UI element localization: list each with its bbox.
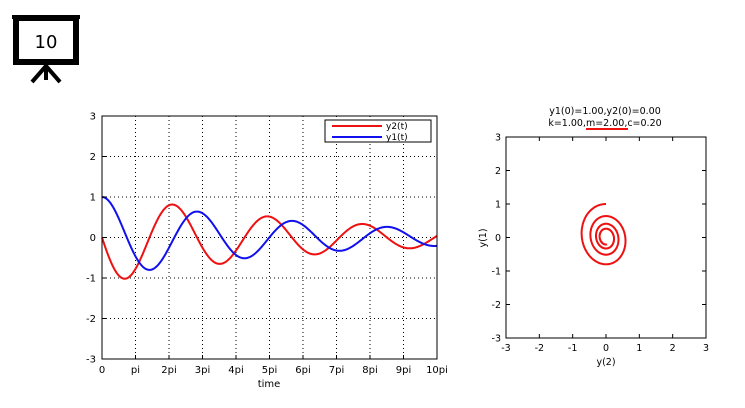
y-tick-label: -3 [492, 334, 501, 345]
x-tick-label: 5pi [262, 365, 278, 376]
legend: y2(t) y1(t) [324, 119, 432, 143]
series-lines [101, 196, 438, 280]
y-tick-labels: -3 -2 -1 0 1 2 3 [86, 112, 96, 366]
x-tick-label: 3pi [195, 365, 211, 376]
slide-number: 10 [35, 32, 58, 53]
y-axis-label: y(1) [478, 228, 489, 247]
x-tick-label: 1 [636, 343, 642, 354]
y-tick-label: -2 [492, 300, 501, 311]
x-tick-label: 4pi [228, 365, 244, 376]
series-line-y2 [101, 203, 438, 280]
x-tick-label: 0 [99, 365, 105, 376]
chart-title-line2: k=1.00,m=2.00,c=0.20 [548, 118, 661, 129]
x-tick-label: 0 [603, 343, 609, 354]
y-tick-label: 2 [495, 166, 501, 177]
legend-label-y1: y1(t) [386, 133, 408, 143]
x-axis-label: y(2) [596, 357, 615, 368]
y-tick-label: -3 [86, 355, 96, 366]
x-tick-label: 8pi [362, 365, 378, 376]
x-tick-label: 2 [670, 343, 676, 354]
phase-trajectory [580, 203, 627, 266]
x-tick-label: 3 [703, 343, 709, 354]
y-tick-label: -2 [86, 314, 96, 325]
y-tick-label: 1 [90, 193, 96, 204]
y-tick-labels: -3 -2 -1 0 1 2 3 [492, 133, 501, 345]
series-line-y1 [102, 196, 437, 271]
x-tick-label: 2pi [161, 365, 177, 376]
x-tick-label: -2 [535, 343, 544, 354]
y-tick-label: -1 [86, 274, 96, 285]
y-tick-label: 3 [90, 112, 96, 123]
x-tick-label: 7pi [329, 365, 345, 376]
grid-lines [102, 116, 437, 359]
plot-frame [505, 136, 707, 339]
x-tick-label: -3 [501, 343, 510, 354]
x-tick-label: -1 [568, 343, 577, 354]
y-tick-label: 0 [495, 233, 501, 244]
y-tick-label: 1 [495, 200, 501, 211]
x-tick-label: 10pi [426, 365, 448, 376]
axis-ticks [101, 115, 438, 360]
axis-ticks [505, 136, 707, 339]
x-tick-label: 6pi [295, 365, 311, 376]
y-tick-label: 0 [90, 233, 96, 244]
x-axis-label: time [258, 379, 281, 390]
phase-series [580, 203, 627, 266]
y-tick-label: 3 [495, 133, 501, 144]
y-tick-label: -1 [492, 267, 501, 278]
x-tick-label: pi [131, 365, 140, 376]
slide-number-badge: 10 [12, 15, 80, 84]
legend-label-y2: y2(t) [386, 122, 408, 132]
y-tick-label: 2 [90, 152, 96, 163]
chart-title-line1: y1(0)=1.00,y2(0)=0.00 [549, 106, 661, 117]
x-tick-labels: -3 -2 -1 0 1 2 3 [501, 343, 709, 354]
x-tick-labels: 0 pi 2pi 3pi 4pi 5pi 6pi 7pi 8pi 9pi 10pi [99, 365, 448, 376]
x-tick-label: 9pi [396, 365, 412, 376]
